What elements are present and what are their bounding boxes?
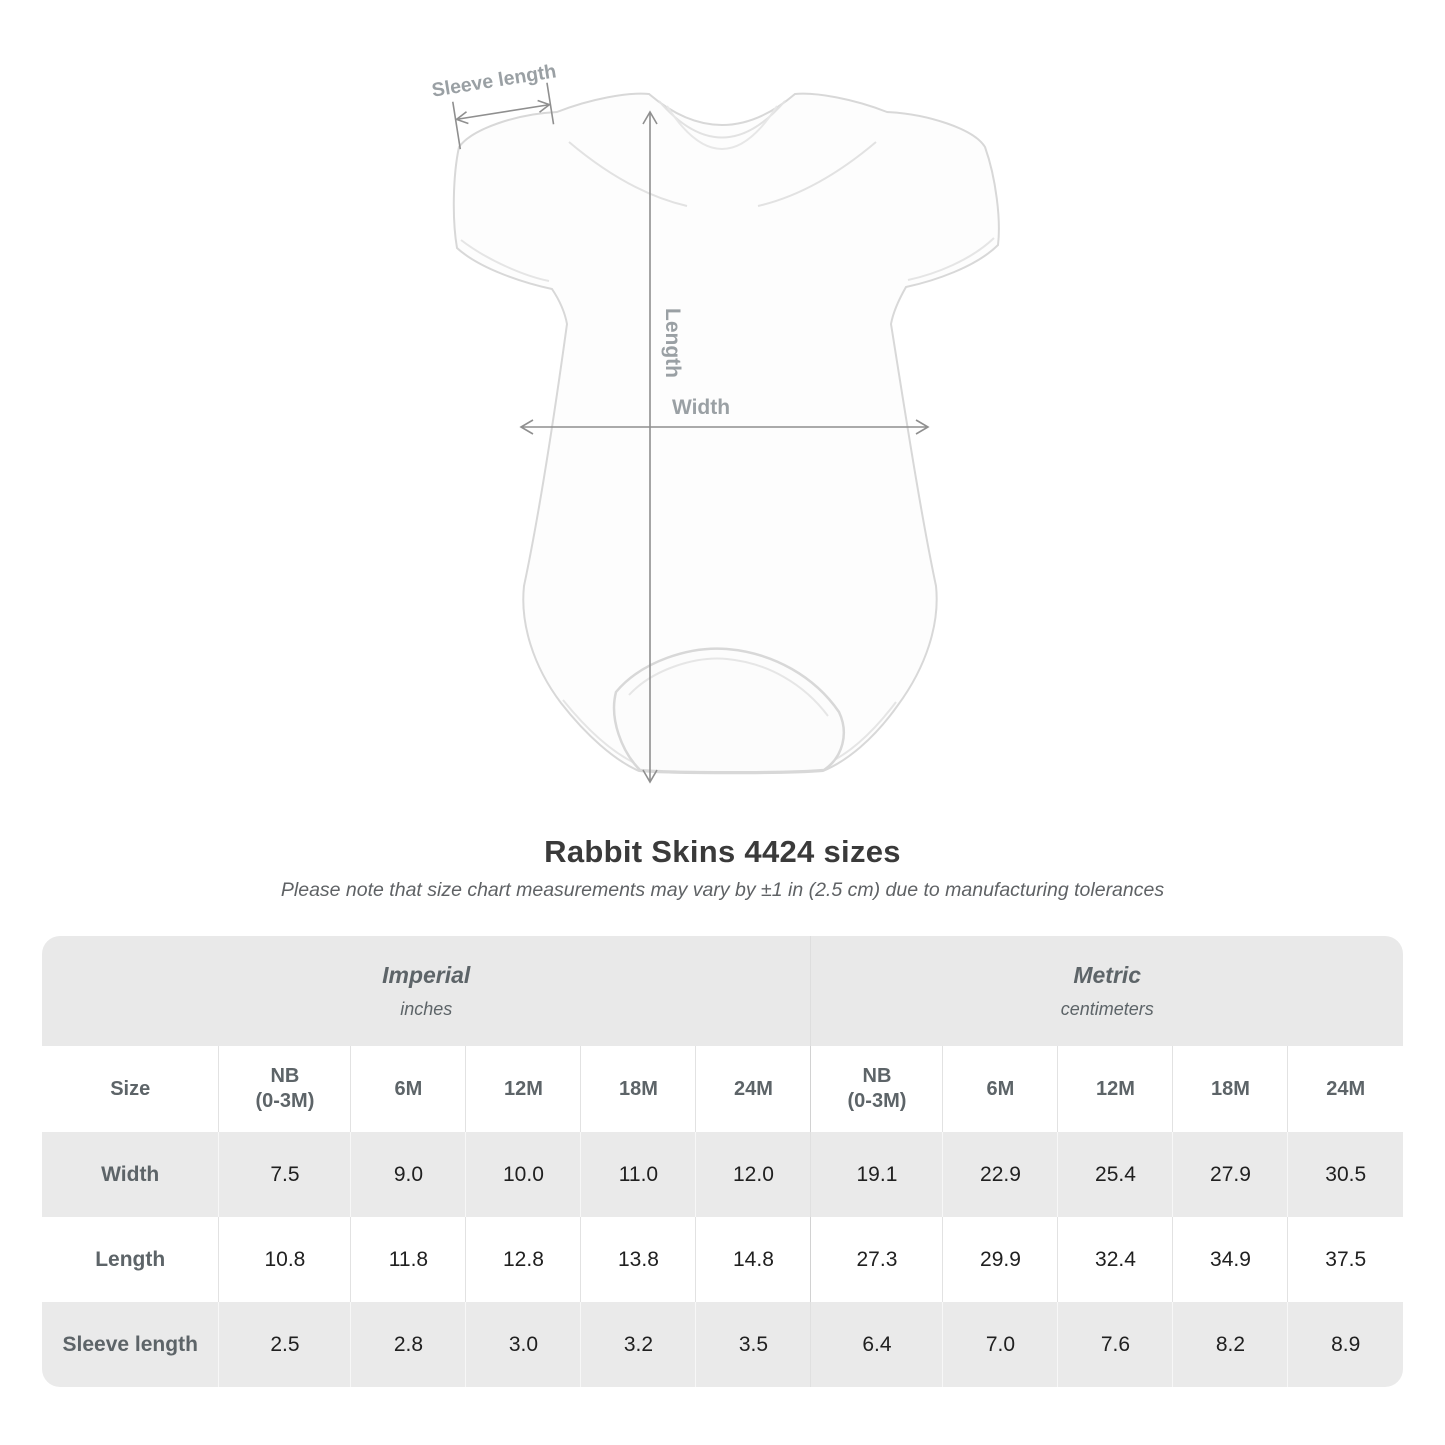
cell-value: 32.4	[1057, 1217, 1173, 1302]
cell-value: 22.9	[942, 1132, 1058, 1217]
table-row-width: Width 7.5 9.0 10.0 11.0 12.0 19.1 22.9 2…	[42, 1132, 1403, 1217]
column-header-18m-imperial: 18M	[580, 1046, 696, 1132]
cell-value: 12.8	[465, 1217, 581, 1302]
cell-value: 6.4	[810, 1302, 943, 1387]
width-arrow	[519, 419, 930, 435]
row-label-length: Length	[95, 1247, 166, 1271]
cell-value: 11.0	[580, 1132, 696, 1217]
cell-value: 2.5	[218, 1302, 351, 1387]
cell-value: 25.4	[1057, 1132, 1173, 1217]
cell-value: 27.9	[1172, 1132, 1288, 1217]
unit-header-row: Imperial inches Metric centimeters	[42, 936, 1403, 1046]
cell-value: 29.9	[942, 1217, 1058, 1302]
cell-value: 12.0	[695, 1132, 811, 1217]
cell-value: 13.8	[580, 1217, 696, 1302]
row-label-sleeve-length: Sleeve length	[62, 1332, 198, 1356]
cell-value: 2.8	[350, 1302, 466, 1387]
onesie-illustration	[452, 92, 1000, 775]
cell-value: 19.1	[810, 1132, 943, 1217]
column-header-nb-metric: NB (0-3M)	[810, 1046, 943, 1132]
column-header-row: Size NB (0-3M) 6M 12M 18M 24M NB (0-3M) …	[42, 1046, 1403, 1132]
cell-value: 27.3	[810, 1217, 943, 1302]
page-subtitle: Please note that size chart measurements…	[280, 879, 1165, 901]
table-row-sleeve-length: Sleeve length 2.5 2.8 3.0 3.2 3.5 6.4 7.…	[42, 1302, 1403, 1387]
metric-section-unit: centimeters	[1060, 999, 1154, 1019]
metric-section-title: Metric	[1073, 962, 1142, 988]
cell-value: 7.5	[218, 1132, 351, 1217]
page-title: Rabbit Skins 4424 sizes	[544, 834, 901, 869]
column-header-24m-imperial: 24M	[695, 1046, 811, 1132]
metric-section-header: Metric centimeters	[810, 936, 1403, 1046]
onesie-outline	[452, 92, 1000, 775]
cell-value: 7.0	[942, 1302, 1058, 1387]
width-label: Width	[672, 396, 730, 419]
cell-value: 10.8	[218, 1217, 351, 1302]
length-arrow	[642, 110, 658, 784]
imperial-section-unit: inches	[400, 999, 453, 1019]
sleeve-hem-right	[907, 237, 995, 281]
sleeve-length-label: Sleeve length	[430, 60, 558, 101]
column-header-nb-imperial: NB (0-3M)	[218, 1046, 351, 1132]
length-label: Length	[661, 308, 684, 378]
crotch-flap-stitch	[628, 657, 829, 717]
cell-value: 37.5	[1287, 1217, 1403, 1302]
cell-value: 11.8	[350, 1217, 466, 1302]
column-header-24m-metric: 24M	[1287, 1046, 1403, 1132]
cell-value: 34.9	[1172, 1217, 1288, 1302]
cell-value: 30.5	[1287, 1132, 1403, 1217]
column-header-18m-metric: 18M	[1172, 1046, 1288, 1132]
sleeve-hem-left	[460, 239, 550, 282]
cell-value: 3.0	[465, 1302, 581, 1387]
row-label-width: Width	[101, 1162, 160, 1186]
size-chart-table: Imperial inches Metric centimeters Size …	[42, 936, 1403, 1387]
table-row-length: Length 10.8 11.8 12.8 13.8 14.8 27.3 29.…	[42, 1217, 1403, 1302]
size-diagram: Length Width Sleeve length	[430, 60, 1000, 784]
column-header-12m-imperial: 12M	[465, 1046, 581, 1132]
imperial-section-header: Imperial inches	[42, 936, 811, 1046]
cell-value: 3.5	[695, 1302, 811, 1387]
cell-value: 8.2	[1172, 1302, 1288, 1387]
size-chart-table-container: Imperial inches Metric centimeters Size …	[42, 936, 1403, 1387]
imperial-section-title: Imperial	[382, 962, 471, 988]
cell-value: 3.2	[580, 1302, 696, 1387]
column-header-6m-imperial: 6M	[350, 1046, 466, 1132]
cell-value: 14.8	[695, 1217, 811, 1302]
cell-value: 8.9	[1287, 1302, 1403, 1387]
cell-value: 7.6	[1057, 1302, 1173, 1387]
cell-value: 10.0	[465, 1132, 581, 1217]
shoulder-flap-right	[757, 141, 877, 207]
cell-value: 9.0	[350, 1132, 466, 1217]
column-header-12m-metric: 12M	[1057, 1046, 1173, 1132]
shoulder-flap-left	[568, 141, 688, 207]
column-header-6m-metric: 6M	[942, 1046, 1058, 1132]
collar-inner-seam	[666, 105, 778, 150]
size-column-header: Size	[42, 1046, 219, 1132]
